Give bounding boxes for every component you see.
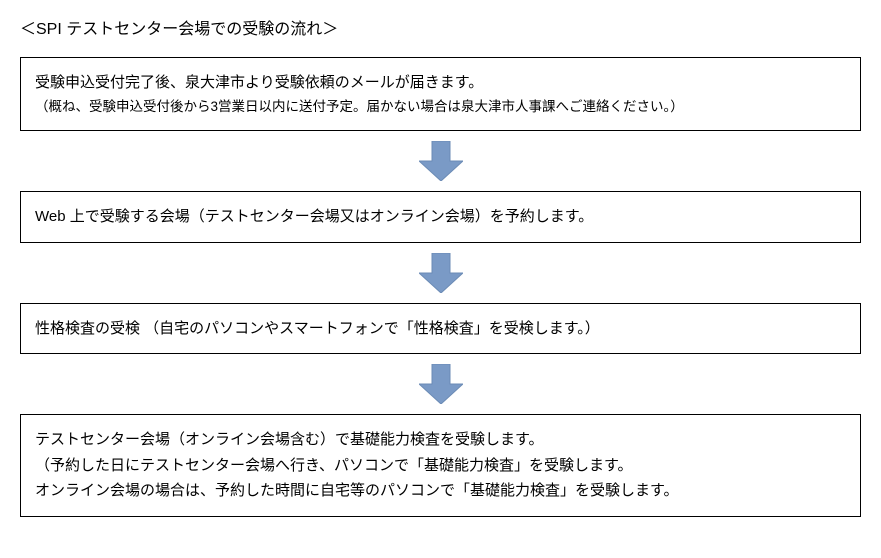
flow-title: ＜SPI テストセンター会場での受験の流れ＞ [20, 15, 861, 39]
flow-step: Web 上で受験する会場（テストセンター会場又はオンライン会場）を予約します。 [20, 191, 861, 243]
step-text: オンライン会場の場合は、予約した時間に自宅等のパソコンで「基礎能力検査」を受験し… [35, 478, 846, 504]
arrow-down-icon [20, 243, 861, 303]
step-text: Web 上で受験する会場（テストセンター会場又はオンライン会場）を予約します。 [35, 204, 846, 230]
flow-step: 性格検査の受検 （自宅のパソコンやスマートフォンで「性格検査」を受検します。） [20, 303, 861, 355]
step-text: （概ね、受験申込受付後から3営業日以内に送付予定。届かない場合は泉大津市人事課へ… [35, 96, 846, 119]
step-text: 受験申込受付完了後、泉大津市より受験依頼のメールが届きます。 [35, 70, 846, 96]
flow-step: テストセンター会場（オンライン会場含む）で基礎能力検査を受験します。（予約した日… [20, 414, 861, 517]
step-text: （予約した日にテストセンター会場へ行き、パソコンで「基礎能力検査」を受験します。 [35, 453, 846, 479]
arrow-down-icon [20, 131, 861, 191]
flowchart-container: 受験申込受付完了後、泉大津市より受験依頼のメールが届きます。（概ね、受験申込受付… [20, 57, 861, 517]
step-text: 性格検査の受検 （自宅のパソコンやスマートフォンで「性格検査」を受検します。） [35, 316, 846, 342]
arrow-down-icon [20, 354, 861, 414]
step-text: テストセンター会場（オンライン会場含む）で基礎能力検査を受験します。 [35, 427, 846, 453]
flow-step: 受験申込受付完了後、泉大津市より受験依頼のメールが届きます。（概ね、受験申込受付… [20, 57, 861, 131]
